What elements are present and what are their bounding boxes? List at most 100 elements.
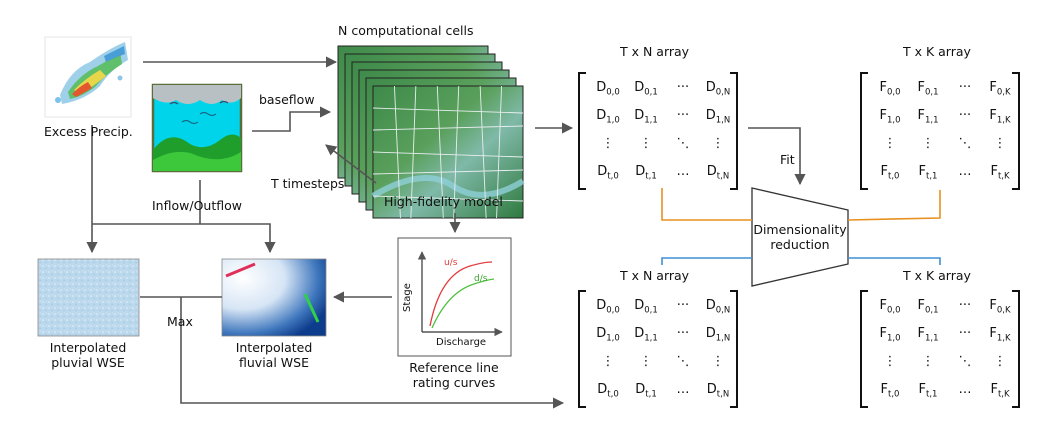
matrix-cell: … <box>958 382 972 397</box>
high-fidelity-label: High-fidelity model <box>384 194 503 209</box>
matrix-title: T x K array <box>903 268 971 283</box>
matrix-cell: Ft,0 <box>880 382 900 400</box>
pluvial-label: Interpolated pluvial WSE <box>28 340 148 370</box>
rating-curve-plot <box>397 237 512 357</box>
matrix-cell: F0,0 <box>879 80 901 98</box>
matrix-title: T x K array <box>903 44 971 59</box>
fluvial-wse-map <box>221 258 327 337</box>
t-timesteps-label: T timesteps <box>271 176 345 191</box>
matrix-cell: … <box>676 382 690 397</box>
fluvial-label: Interpolated fluvial WSE <box>214 340 334 370</box>
matrix-bracket-left <box>860 290 868 408</box>
matrix-cell: … <box>676 164 690 179</box>
computational-cells-stack <box>337 45 525 219</box>
dim-reduction-line-1: Dimensionality <box>753 222 847 237</box>
matrix: D0,0 D0,1 ··· D0,N D1,0 D1,1 ··· D1,N ⋮ ⋮ ⋱ ⋮ Dt,0 Dt… <box>578 290 738 408</box>
matrix-bracket-right <box>1012 72 1020 190</box>
orange-link-right <box>847 190 941 221</box>
matrix-cell: D0,N <box>705 298 731 316</box>
matrix: F0,0 F0,1 ··· F0,K F1,0 F1,1 ··· F1,K ⋮ ⋮ ⋱ ⋮ Ft,0 Ft… <box>860 290 1020 408</box>
matrix-cell: ⋮ <box>993 136 1007 151</box>
matrix-cell: Dt,0 <box>597 382 619 400</box>
matrix-cell: D1,0 <box>596 326 620 344</box>
matrix-cell: ··· <box>958 326 972 341</box>
matrix-cell: D1,0 <box>596 108 620 126</box>
matrix-cell: ⋮ <box>993 354 1007 369</box>
matrix-title: T x N array <box>620 44 690 59</box>
cell-layer <box>371 85 525 219</box>
matrix-title: T x N array <box>620 268 690 283</box>
matrix-cell: ··· <box>676 298 690 313</box>
matrix-cell: Dt,1 <box>635 382 657 400</box>
matrix-bracket-left <box>860 72 868 190</box>
matrix-cell: Dt,1 <box>635 164 657 182</box>
matrix-cell: Ft,1 <box>918 382 938 400</box>
matrix-cell: Ft,0 <box>880 164 900 182</box>
rating-line-1: Reference line <box>409 360 499 375</box>
matrix-cell: Ft,K <box>990 164 1010 182</box>
dim-reduction-label: Dimensionality reduction <box>752 222 848 252</box>
matrix-cell: D0,0 <box>596 298 620 316</box>
orange-link-left <box>661 188 752 221</box>
matrix: D0,0 D0,1 ··· D0,N D1,0 D1,1 ··· D1,N ⋮ ⋮ ⋱ ⋮ Dt,0 Dt… <box>578 72 738 190</box>
rating-label: Reference line rating curves <box>394 360 514 390</box>
ds-curve-label: d/s <box>474 274 488 284</box>
matrix-cell: D0,1 <box>634 80 658 98</box>
matrix-cell: ··· <box>676 80 690 95</box>
inflow-outflow-icon <box>151 83 243 173</box>
matrix-cell: ⋱ <box>958 136 972 151</box>
arrow-fit <box>748 127 806 186</box>
matrix-cell: ··· <box>676 108 690 123</box>
matrix-bracket-right <box>730 72 738 190</box>
matrix-bracket-right <box>730 290 738 408</box>
stage-axis-label: Stage <box>402 283 413 312</box>
matrix-cell: ··· <box>958 298 972 313</box>
matrix-cell: ⋮ <box>921 354 935 369</box>
dim-reduction-line-2: reduction <box>770 237 830 252</box>
matrix-bracket-left <box>578 72 586 190</box>
matrix-cell: ⋮ <box>883 354 897 369</box>
matrix-bracket-right <box>1012 290 1020 408</box>
matrix-cell: ··· <box>676 326 690 341</box>
matrix-cell: D1,1 <box>634 326 658 344</box>
rating-line-2: rating curves <box>412 375 496 390</box>
matrix-cell: F1,K <box>989 326 1011 344</box>
matrix-cell: F0,1 <box>917 298 939 316</box>
matrix-cell: ⋮ <box>601 136 615 151</box>
upstream-curve <box>429 261 493 327</box>
matrix-cell: ⋮ <box>639 136 653 151</box>
matrix-cell: F1,1 <box>917 326 939 344</box>
arrow-baseflow <box>252 106 332 132</box>
matrix-cell: ⋮ <box>601 354 615 369</box>
matrix-cell: F0,1 <box>917 80 939 98</box>
matrix-cell: F0,K <box>989 80 1011 98</box>
matrix-cell: Ft,K <box>990 382 1010 400</box>
matrix-cell: D0,1 <box>634 298 658 316</box>
matrix-cell: Ft,1 <box>918 164 938 182</box>
matrix-cell: F1,K <box>989 108 1011 126</box>
pluvial-line-2: pluvial WSE <box>51 355 125 370</box>
matrix-cell: F1,0 <box>879 108 901 126</box>
matrix-cell: D0,0 <box>596 80 620 98</box>
matrix-cell: … <box>958 164 972 179</box>
matrix-cell: ⋱ <box>676 136 690 151</box>
matrix-cell: D1,1 <box>634 108 658 126</box>
n-cells-label: N computational cells <box>338 23 474 38</box>
matrix-cell: ⋮ <box>711 354 725 369</box>
matrix-cell: ··· <box>958 108 972 123</box>
matrix-cell: D1,N <box>705 326 731 344</box>
blue-link-right <box>848 257 941 265</box>
blue-link-left <box>661 257 752 265</box>
fluvial-line-2: fluvial WSE <box>239 355 309 370</box>
inflow-outflow-label: Inflow/Outflow <box>152 198 242 213</box>
matrix-cell: ⋮ <box>883 136 897 151</box>
matrix-cell: ⋮ <box>711 136 725 151</box>
downstream-curve <box>431 278 495 329</box>
arrow-timesteps <box>325 144 377 184</box>
matrix-cell: F0,K <box>989 298 1011 316</box>
matrix-cell: ⋮ <box>921 136 935 151</box>
matrix-cell: ⋱ <box>958 354 972 369</box>
matrix-cell: Dt,0 <box>597 164 619 182</box>
